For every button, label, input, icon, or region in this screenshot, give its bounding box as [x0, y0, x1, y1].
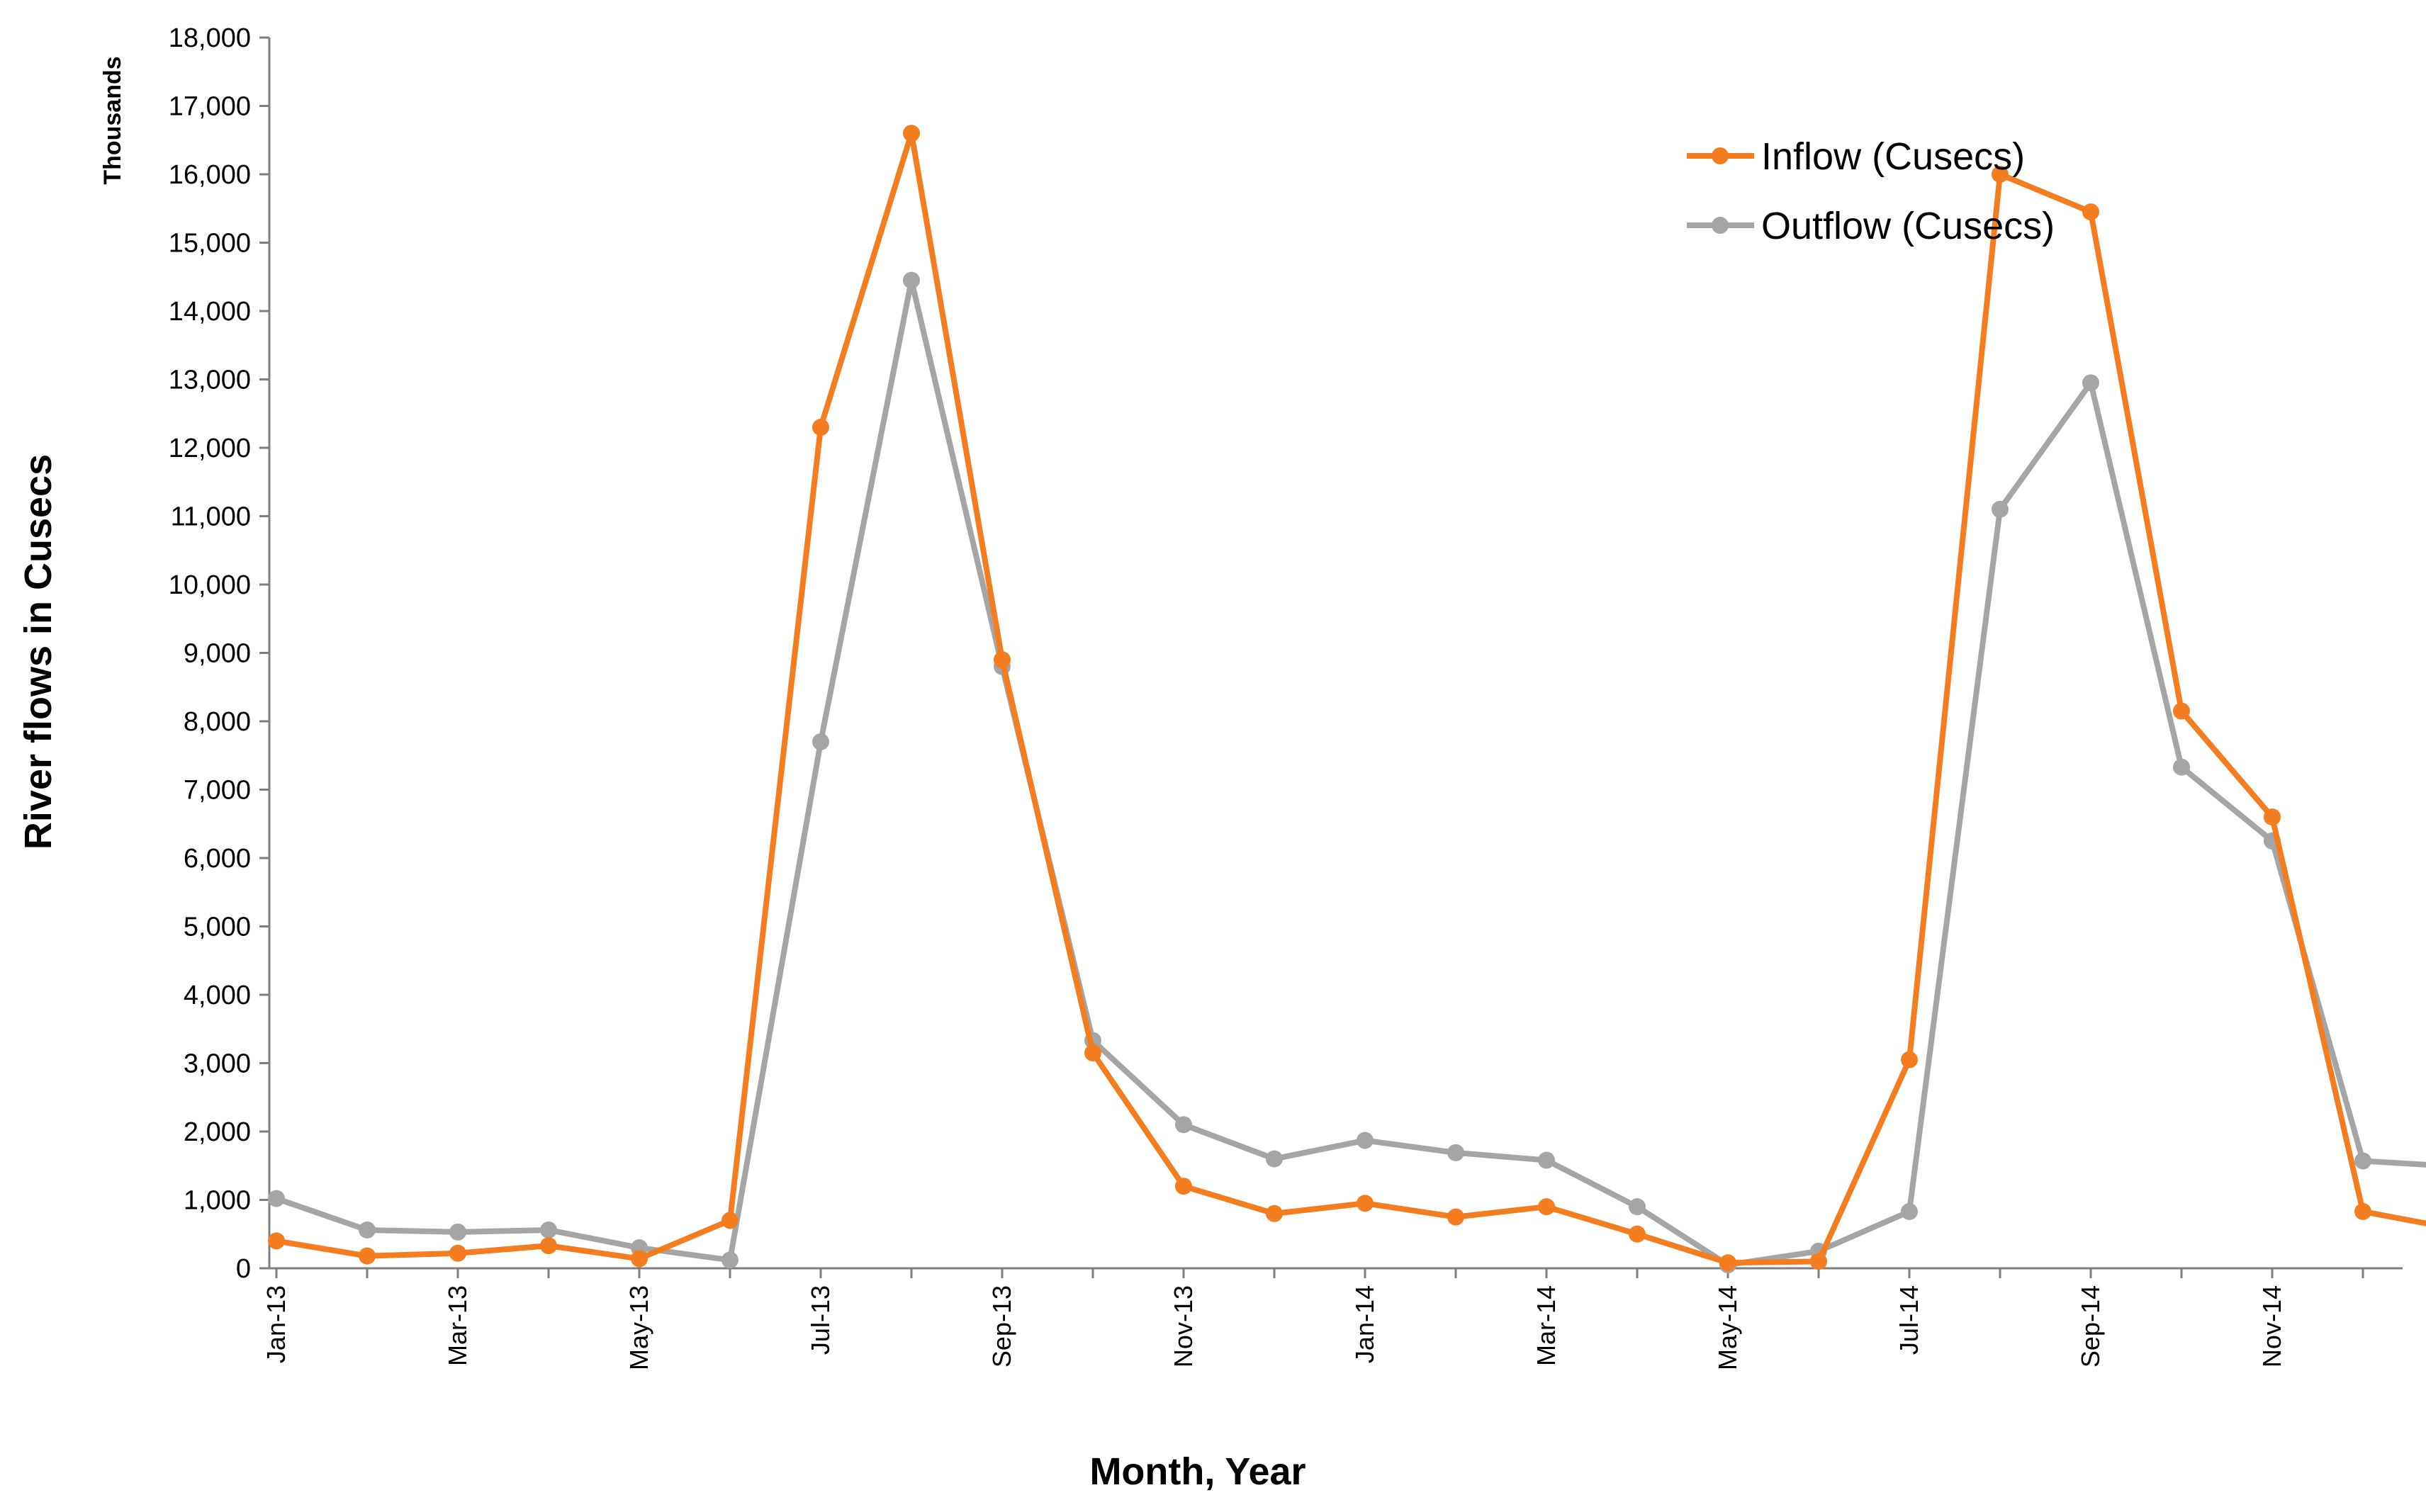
data-point — [1447, 1144, 1464, 1161]
y-tick-label: 15,000 — [169, 229, 251, 259]
y-tick-label: 7,000 — [184, 776, 251, 806]
x-tick-label: Mar-13 — [443, 1285, 472, 1366]
series-line — [275, 277, 2426, 1268]
legend-entry: Outflow (Cusecs) — [1687, 205, 2055, 247]
series-layer — [268, 125, 2426, 1274]
y-axis-title: River flows in Cusecs — [17, 454, 60, 850]
data-point — [1719, 1254, 1736, 1272]
y-tick-label: 9,000 — [184, 639, 251, 669]
data-point — [903, 271, 920, 289]
y-tick-label: 11,000 — [171, 502, 251, 532]
y-tick-label: 4,000 — [184, 981, 251, 1010]
data-point — [1175, 1178, 1192, 1195]
data-point — [812, 419, 829, 436]
data-point — [1357, 1195, 1374, 1212]
data-point — [540, 1221, 557, 1239]
data-point — [994, 651, 1011, 669]
y-axis: 0 1,000 2,000 3,000 4,000 5,000 6,000 7,000 8,00… — [169, 23, 271, 1284]
x-tick-label: Jul-14 — [1894, 1285, 1924, 1355]
y-tick-label: 8,000 — [184, 707, 251, 737]
y-tick-label: 0 — [236, 1254, 251, 1284]
x-tick-label: Nov-14 — [2257, 1285, 2286, 1367]
x-axis: Jan-13 Mar-13 May-13 Jul-13 Sep-13 Nov-13 Jan-… — [262, 1267, 2403, 1370]
y-tick-label: 17,000 — [169, 92, 251, 122]
x-tick-label: Jan-13 — [262, 1285, 291, 1363]
data-point — [812, 733, 829, 750]
data-point — [1810, 1253, 1827, 1270]
data-point — [903, 125, 920, 142]
y-tick-label: 12,000 — [169, 434, 251, 463]
data-point — [1629, 1198, 1646, 1216]
data-point — [2173, 702, 2190, 720]
data-point — [1901, 1202, 1918, 1220]
data-point — [721, 1251, 739, 1269]
y-tick-label: 18,000 — [169, 23, 251, 53]
data-point — [1175, 1116, 1192, 1134]
data-point — [1992, 166, 2009, 183]
y-tick-label: 2,000 — [184, 1117, 251, 1147]
data-point — [268, 1190, 285, 1207]
data-point — [2173, 758, 2190, 776]
x-tick-label: Nov-13 — [1169, 1285, 1198, 1367]
y-tick-label: 6,000 — [184, 844, 251, 874]
y-tick-label: 14,000 — [169, 297, 251, 327]
data-point — [359, 1221, 376, 1239]
y-tick-label: 13,000 — [169, 366, 251, 395]
data-point — [1357, 1132, 1374, 1149]
x-tick-label: Sep-14 — [2076, 1285, 2105, 1367]
x-axis-title: Month, Year — [1089, 1450, 1305, 1493]
data-point — [449, 1223, 466, 1241]
x-tick-label: Mar-14 — [1532, 1285, 1561, 1366]
data-point — [449, 1244, 466, 1262]
data-point — [1084, 1044, 1101, 1062]
data-point — [268, 1232, 285, 1250]
data-point — [359, 1247, 376, 1265]
data-point — [1266, 1150, 1283, 1168]
data-point — [2082, 374, 2099, 392]
x-tick-label: May-13 — [624, 1285, 653, 1370]
legend-label: Outflow (Cusecs) — [1761, 205, 2055, 247]
y-tick-label: 3,000 — [184, 1049, 251, 1079]
data-point — [2354, 1202, 2371, 1220]
y-tick-label: 16,000 — [169, 160, 251, 190]
legend-marker — [1712, 217, 1729, 234]
data-point — [1901, 1051, 1918, 1068]
y-tick-label: 10,000 — [169, 570, 251, 600]
series-line — [276, 130, 2426, 1266]
legend-marker — [1712, 147, 1729, 164]
legend: Inflow (Cusecs) Outflow (Cusecs) — [1687, 135, 2055, 247]
data-point — [540, 1237, 557, 1255]
data-point — [2082, 203, 2099, 221]
data-point — [721, 1212, 739, 1229]
data-point — [1447, 1208, 1464, 1226]
data-point — [1629, 1225, 1646, 1243]
series-outflow — [268, 271, 2426, 1274]
data-point — [2354, 1152, 2371, 1170]
y-tick-label: 1,000 — [184, 1186, 251, 1216]
data-point — [1538, 1198, 1555, 1216]
data-point — [1538, 1151, 1555, 1169]
data-point — [2264, 808, 2281, 826]
y-axis-unit-label: Thousands — [99, 56, 126, 184]
x-tick-label: Sep-13 — [987, 1285, 1016, 1367]
y-tick-label: 5,000 — [184, 913, 251, 942]
x-tick-label: Jul-13 — [806, 1285, 835, 1355]
data-point — [1266, 1204, 1283, 1222]
x-tick-label: May-14 — [1713, 1285, 1742, 1370]
legend-label: Inflow (Cusecs) — [1761, 135, 2025, 178]
data-point — [1992, 500, 2009, 518]
x-tick-label: Jan-14 — [1350, 1285, 1379, 1363]
legend-entry: Inflow (Cusecs) — [1687, 135, 2025, 178]
series-inflow — [268, 125, 2426, 1272]
data-point — [631, 1250, 648, 1268]
